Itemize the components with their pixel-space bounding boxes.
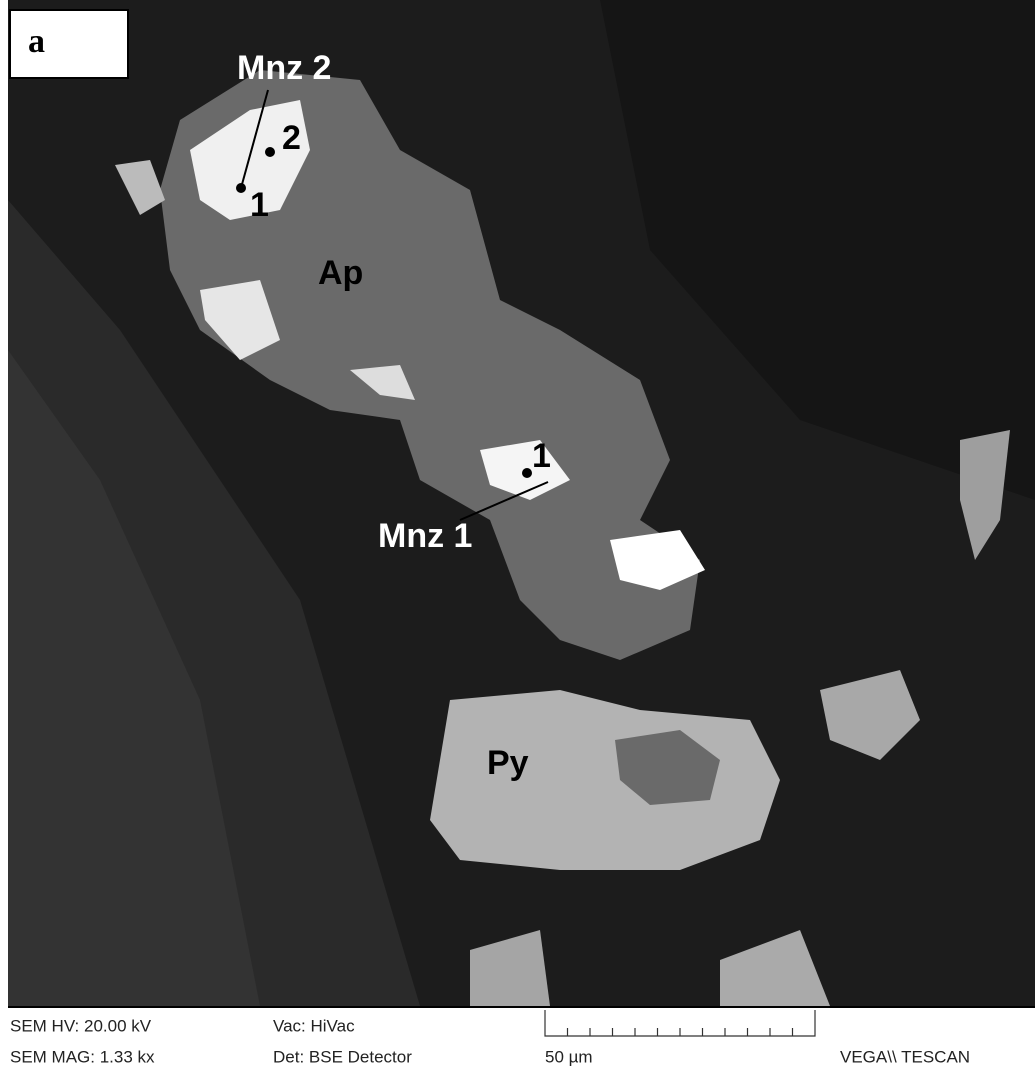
point-label: 2 xyxy=(282,119,301,157)
mineral-label: Py xyxy=(487,744,529,782)
point-label: 1 xyxy=(250,186,269,224)
footer-text: Vac: HiVac xyxy=(273,1016,355,1035)
point-dot xyxy=(265,147,275,157)
footer-text: 50 µm xyxy=(545,1047,593,1066)
mineral-label: Mnz 1 xyxy=(378,517,472,555)
point-label: 1 xyxy=(532,437,551,475)
panel-label: a xyxy=(28,23,45,60)
footer-text: SEM HV: 20.00 kV xyxy=(10,1016,152,1035)
point-dot xyxy=(236,183,246,193)
footer-text: SEM MAG: 1.33 kx xyxy=(10,1047,155,1066)
mineral-label: Mnz 2 xyxy=(237,49,331,87)
footer-text: VEGA\\ TESCAN xyxy=(840,1047,970,1066)
sem-figure: a Mnz 2 2 1 Ap 1 Mnz 1 Py SEM HV: 20.00 … xyxy=(0,0,1035,1075)
mineral-label: Ap xyxy=(318,254,363,292)
point-dot xyxy=(522,468,532,478)
sem-image xyxy=(8,0,1035,1006)
footer-text: Det: BSE Detector xyxy=(273,1047,412,1066)
